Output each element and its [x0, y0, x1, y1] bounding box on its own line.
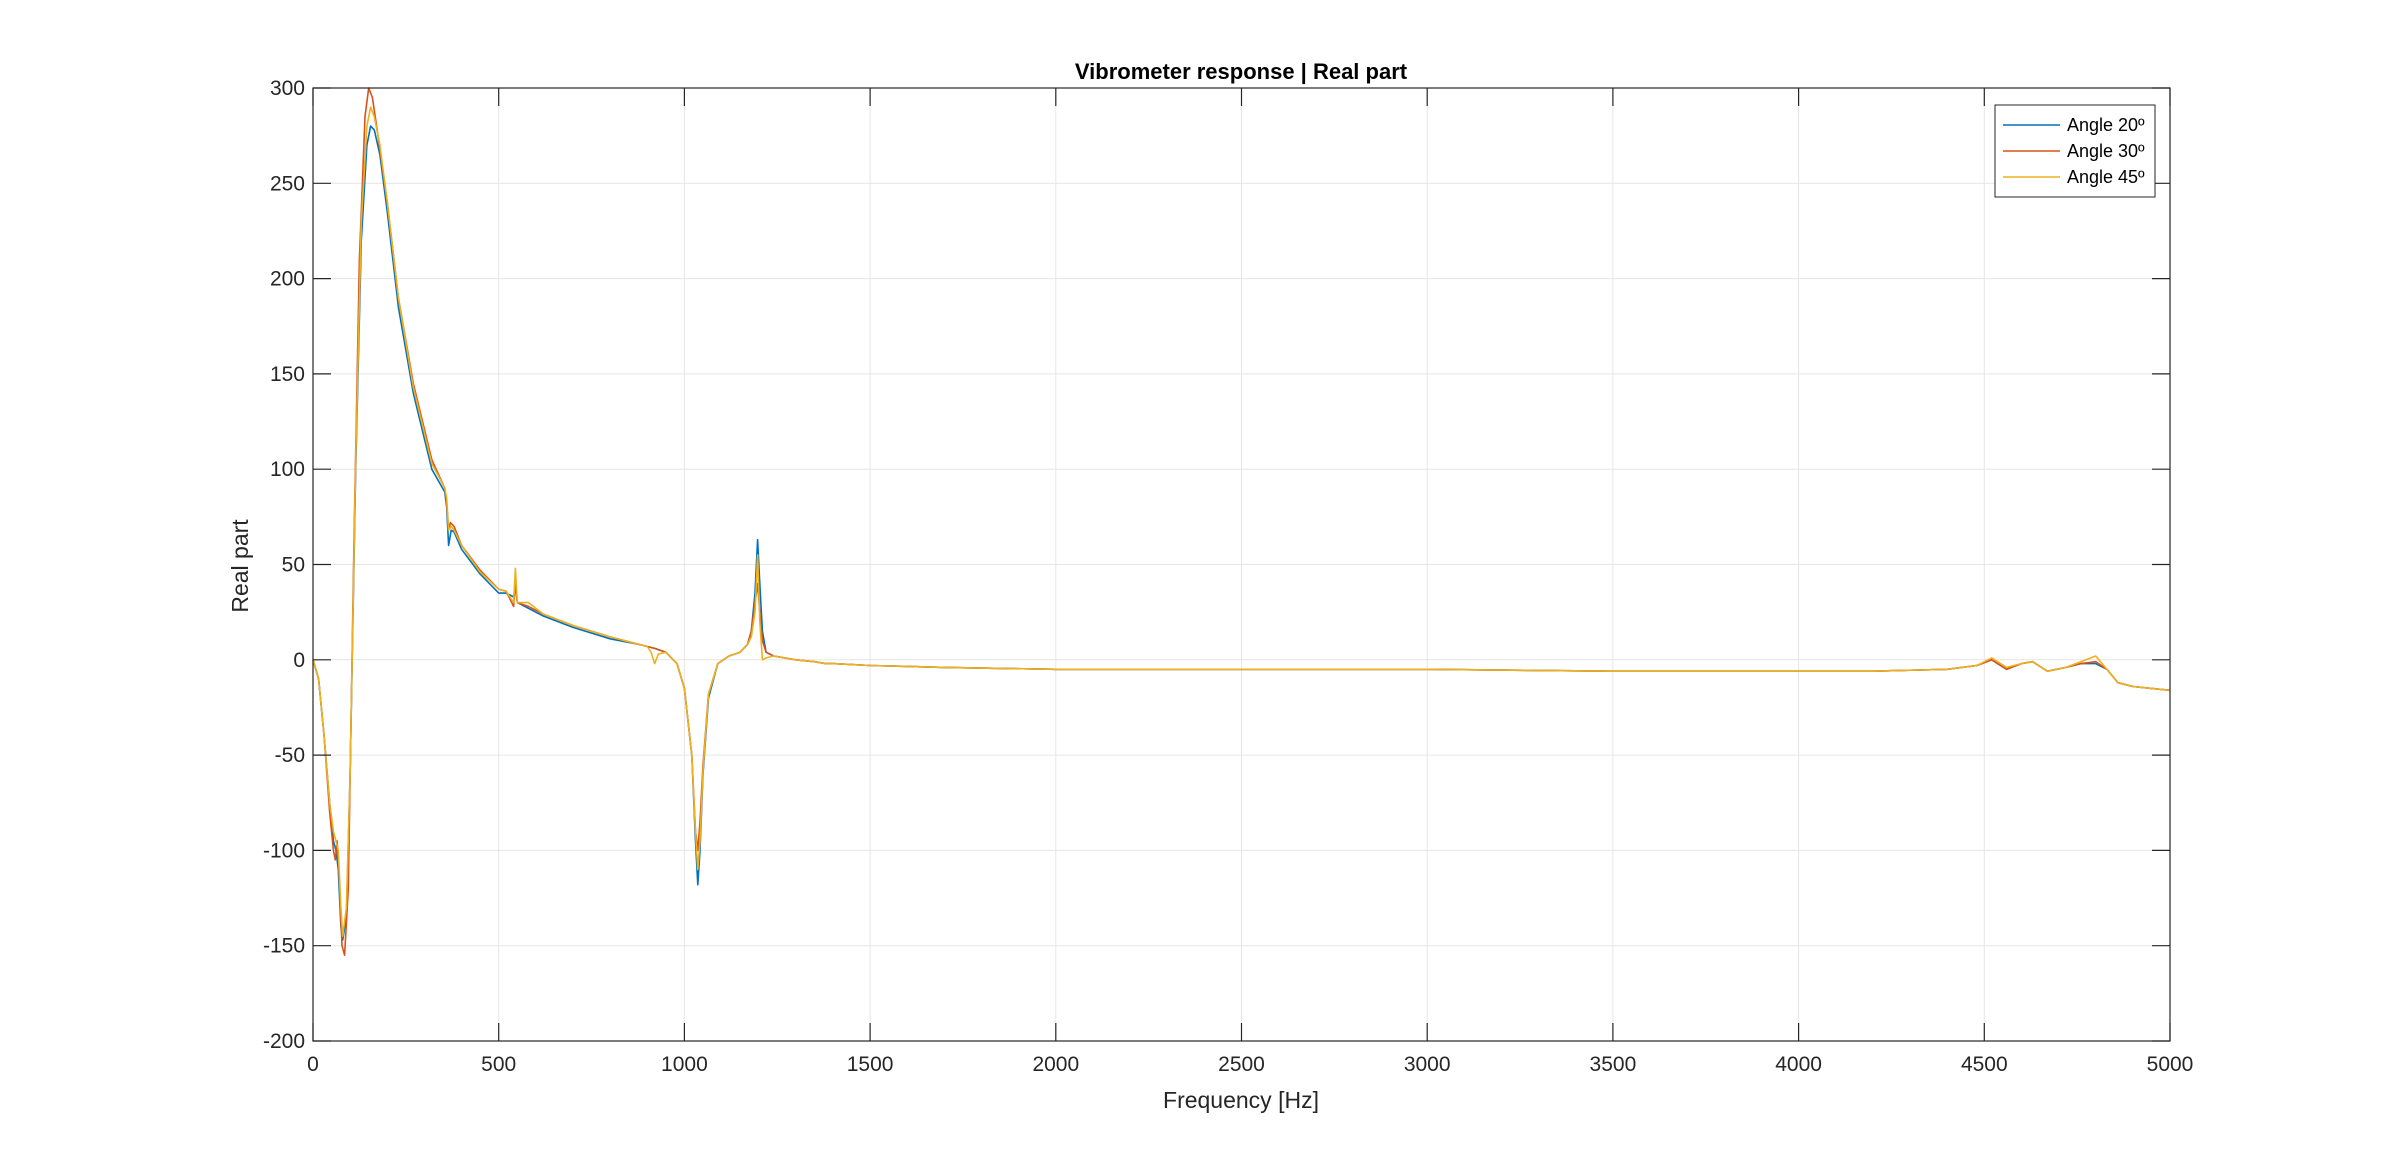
x-tick-label: 3000	[1404, 1053, 1451, 1076]
y-tick-label: 150	[270, 363, 305, 386]
y-axis-label: Real part	[227, 519, 253, 613]
y-tick-label: -200	[263, 1030, 305, 1053]
legend-entry-label: Angle 30º	[2067, 141, 2145, 161]
legend-entry-label: Angle 20º	[2067, 115, 2145, 135]
x-tick-label: 2000	[1032, 1053, 1079, 1076]
legend-entry-label: Angle 45º	[2067, 167, 2145, 187]
x-tick-label: 1500	[847, 1053, 894, 1076]
axes	[312, 87, 2171, 1042]
series-line-3	[312, 106, 2171, 938]
x-tick-label: 5000	[2147, 1053, 2194, 1076]
grid-lines	[312, 87, 2171, 1042]
y-tick-label: 0	[293, 649, 305, 672]
plot-area	[312, 87, 2171, 957]
y-tick-label: 250	[270, 172, 305, 195]
y-tick-label: -50	[275, 744, 305, 767]
x-tick-label: 500	[481, 1053, 516, 1076]
x-tick-label: 3500	[1590, 1053, 1637, 1076]
x-tick-label: 4500	[1961, 1053, 2008, 1076]
legend: Angle 20º Angle 30º Angle 45º	[1994, 104, 2156, 198]
y-tick-label: 300	[270, 77, 305, 100]
tick-labels: 0 500 1000 1500 2000 2500 3000 3500 4000 4500 5000…	[263, 77, 2193, 1076]
x-tick-label: 4000	[1775, 1053, 1822, 1076]
chart-title: Vibrometer response | Real part	[1075, 59, 1408, 84]
x-axis-label: Frequency [Hz]	[1163, 1087, 1319, 1113]
y-tick-label: 200	[270, 268, 305, 291]
y-tick-label: -100	[263, 839, 305, 862]
x-tick-label: 1000	[661, 1053, 708, 1076]
y-tick-label: 100	[270, 458, 305, 481]
x-tick-label: 2500	[1218, 1053, 1265, 1076]
x-tick-label: 0	[307, 1053, 319, 1076]
y-tick-label: -150	[263, 935, 305, 958]
y-tick-label: 50	[282, 554, 305, 577]
